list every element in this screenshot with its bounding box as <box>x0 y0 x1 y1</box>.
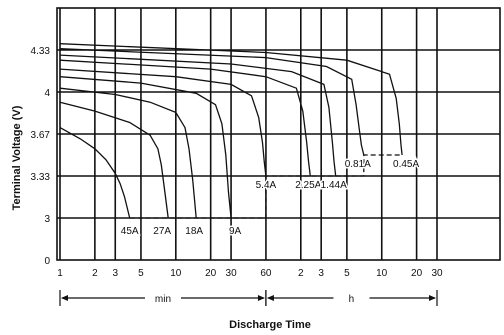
x-tick-label: 5 <box>138 268 144 279</box>
series-label: 27A <box>153 226 171 237</box>
x-tick-label: 30 <box>431 268 443 279</box>
range-arrowhead <box>257 295 265 301</box>
series-curve <box>59 68 267 177</box>
series-curve <box>59 87 197 219</box>
series-curve <box>59 43 403 156</box>
series-label: 0.81A <box>345 159 371 170</box>
series-curve <box>59 54 337 177</box>
x-tick-label: 60 <box>260 268 272 279</box>
x-tick-label: 3 <box>113 268 119 279</box>
range-arrowhead <box>266 295 274 301</box>
series-curve <box>59 101 169 219</box>
y-tick-label: 3.33 <box>31 172 51 183</box>
series-label: 45A <box>121 226 139 237</box>
x-tick-label: 20 <box>411 268 423 279</box>
tick-labels: 1 2 3 5 10 20 30 60 2 3 5 10 20 30 0 3 3.33 3.67 4 4.33 <box>31 46 443 279</box>
time-ranges: min h <box>59 290 438 306</box>
series-curve <box>59 48 365 156</box>
series-label: 0.45A <box>393 159 419 170</box>
range-arrowhead <box>429 295 436 301</box>
range-arrowhead <box>61 295 68 301</box>
cutoff-voltage-line <box>129 154 403 219</box>
x-tick-label: 20 <box>205 268 217 279</box>
series-label: 5.4A <box>256 180 277 191</box>
series-label: 9A <box>229 226 242 237</box>
x-tick-label: 30 <box>226 268 238 279</box>
series-label: 1.44A <box>321 180 347 191</box>
x-tick-label: 2 <box>92 268 98 279</box>
series-labels: 45A 27A 18A 9A 5.4A 2.25A 1.44A 0.81A 0.45A <box>119 158 421 239</box>
series-curve <box>59 59 311 177</box>
series-curve <box>59 127 131 219</box>
x-tick-label: 2 <box>298 268 304 279</box>
range-label: min <box>155 294 171 305</box>
x-tick-label: 3 <box>318 268 324 279</box>
series-curve <box>59 76 232 219</box>
x-tick-label: 1 <box>57 268 63 279</box>
series-label: 18A <box>185 226 203 237</box>
range-label: h <box>349 294 355 305</box>
cutoff-line <box>129 154 403 219</box>
x-tick-label: 5 <box>344 268 350 279</box>
x-tick-label: 10 <box>170 268 182 279</box>
y-tick-label: 4 <box>44 88 50 99</box>
y-tick-label: 3.67 <box>31 130 51 141</box>
x-tick-label: 10 <box>376 268 388 279</box>
y-tick-label: 3 <box>44 214 50 225</box>
series-label: 2.25A <box>295 180 321 191</box>
series-curves <box>59 43 403 219</box>
y-tick-label: 4.33 <box>31 46 51 57</box>
x-axis-title: Discharge Time <box>229 319 311 331</box>
y-tick-label: 0 <box>44 256 50 267</box>
y-axis-title: Terminal Voltage (V) <box>11 105 23 210</box>
